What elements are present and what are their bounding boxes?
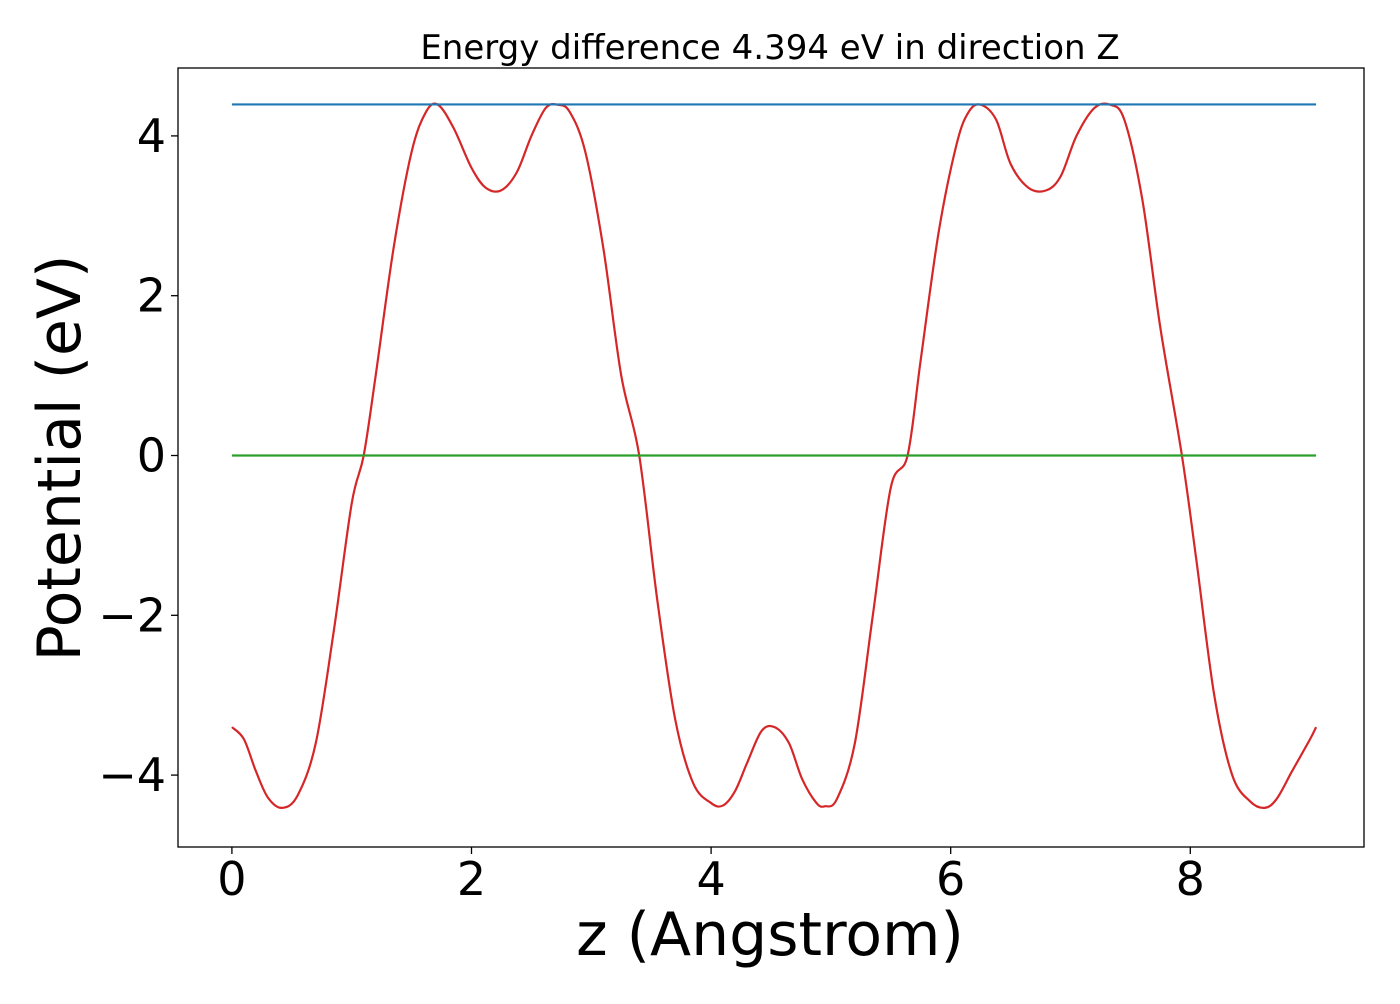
- y-axis-ticks: −4 −2 0 2 4: [98, 109, 178, 802]
- x-tick-label: 2: [457, 852, 486, 906]
- chart-title: Energy difference 4.394 eV in direction …: [420, 28, 1119, 68]
- x-tick-label: 6: [936, 852, 965, 906]
- y-tick-label: 2: [137, 269, 166, 323]
- series-layer: [231, 102, 1318, 810]
- y-tick-label: 0: [137, 429, 166, 483]
- x-axis-label: z (Angstrom): [576, 900, 964, 970]
- plot-area-frame: [177, 67, 1365, 848]
- x-axis-ticks: 0 2 4 6 8: [217, 847, 1205, 906]
- y-tick-label: −2: [98, 588, 166, 642]
- y-tick-label: −4: [98, 748, 166, 802]
- y-tick-label: 4: [137, 109, 166, 163]
- potential-curve: [231, 102, 1318, 810]
- x-tick-label: 0: [217, 852, 246, 906]
- x-tick-label: 4: [696, 852, 725, 906]
- x-tick-label: 8: [1176, 852, 1205, 906]
- y-axis-label: Potential (eV): [25, 255, 95, 662]
